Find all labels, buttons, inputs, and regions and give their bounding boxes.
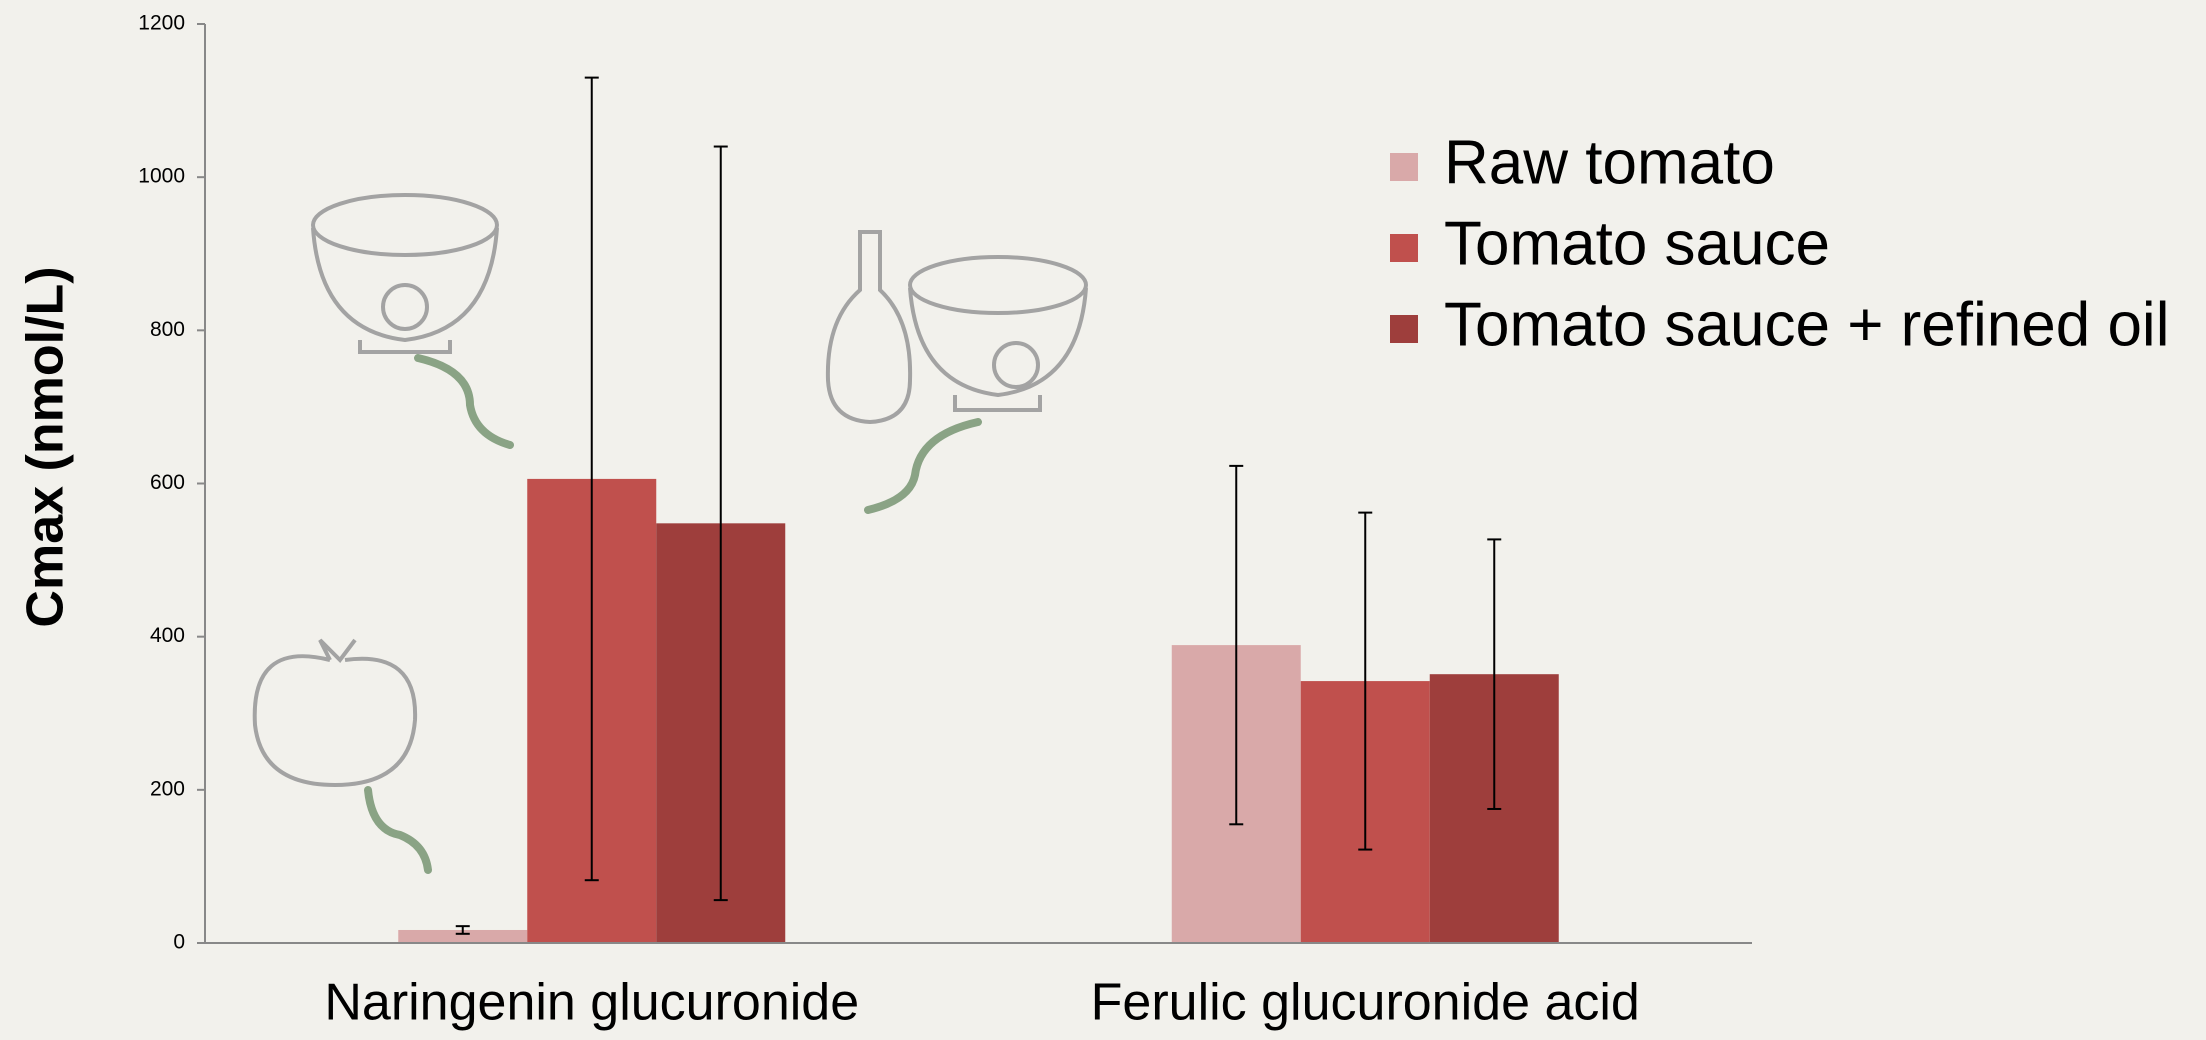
arrow-icon <box>368 790 428 870</box>
tomato-icon <box>383 285 427 329</box>
legend-swatch <box>1390 234 1418 262</box>
bowl-icon <box>313 195 497 255</box>
arrow-icon <box>868 422 978 510</box>
y-axis-label: Cmax (nmol/L) <box>17 266 75 627</box>
y-tick-label: 800 <box>150 318 185 341</box>
y-tick-label: 0 <box>173 931 185 954</box>
arrow-icon <box>418 358 510 445</box>
y-tick-label: 600 <box>150 471 185 494</box>
legend-swatch <box>1390 153 1418 181</box>
chart: Cmax (nmol/L) 0 200 400 600 800 1000 1200 Narin… <box>0 0 2206 1040</box>
tomato-icon <box>255 640 415 785</box>
legend-label: Tomato sauce + refined oil <box>1444 290 2169 359</box>
y-tick-label: 1200 <box>138 12 185 35</box>
tomato-icon <box>994 343 1038 387</box>
x-tick-label: Ferulic glucuronide acid <box>1091 974 1640 1032</box>
legend-label: Raw tomato <box>1444 128 1775 197</box>
bowl-icon <box>910 257 1086 313</box>
legend-swatch <box>1390 315 1418 343</box>
y-tick-label: 200 <box>150 777 185 800</box>
y-tick-label: 1000 <box>138 165 185 188</box>
legend-label: Tomato sauce <box>1444 209 1830 278</box>
y-tick-label: 400 <box>150 624 185 647</box>
oil-bottle-icon <box>828 232 910 422</box>
x-tick-label: Naringenin glucuronide <box>324 974 859 1032</box>
